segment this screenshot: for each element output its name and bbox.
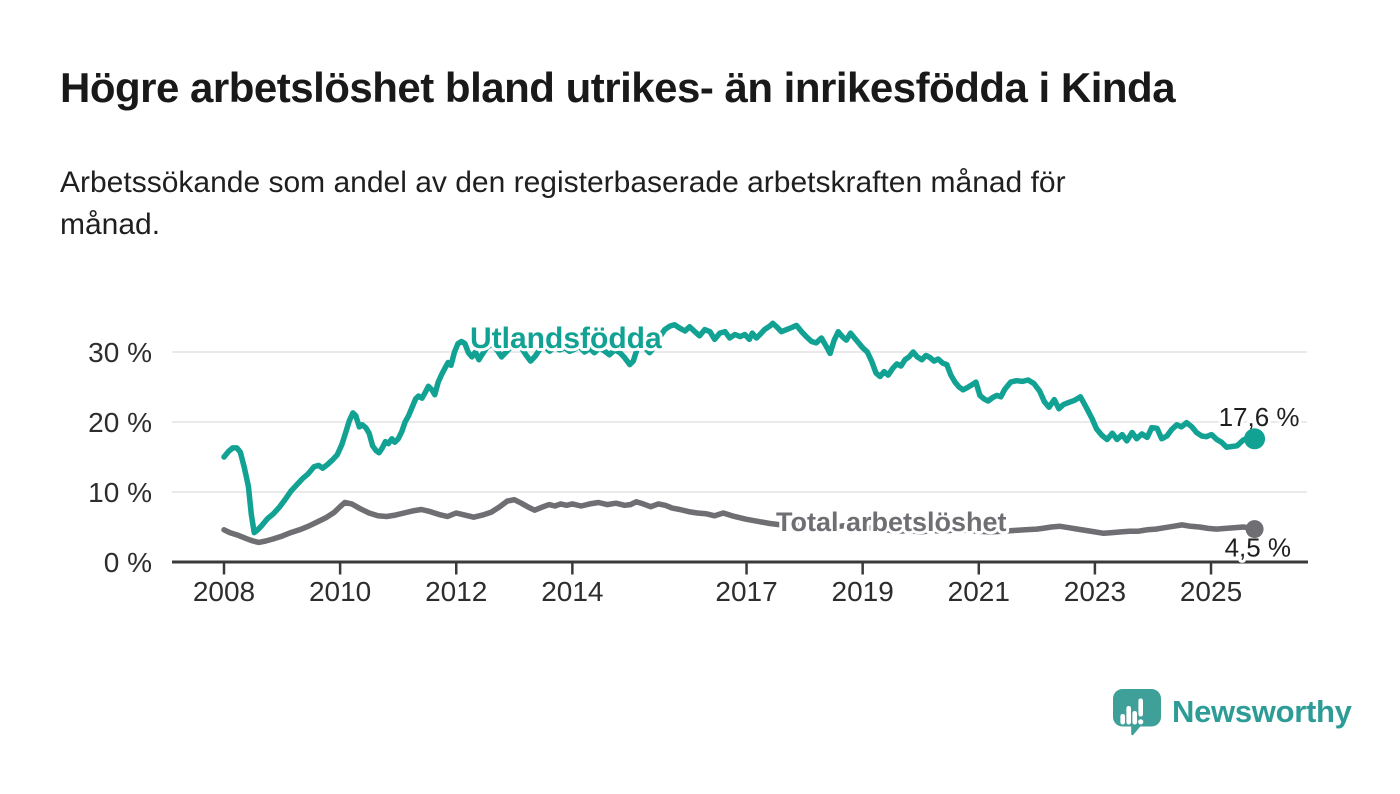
newsworthy-logo-icon [1113, 688, 1161, 735]
bar-1 [1120, 713, 1125, 724]
exclamation-dot [1138, 718, 1144, 724]
subtitle-line-1: Arbetssökande som andel av den registerb… [60, 166, 1066, 199]
bar-2 [1126, 705, 1131, 724]
chart-subtitle: Arbetssökande som andel av den registerb… [60, 162, 1280, 246]
subtitle-line-2: månad. [60, 208, 161, 241]
series-line-total-arbetsl-shet [221, 496, 1258, 546]
page-title: Högre arbetslöshet bland utrikes- än inr… [60, 64, 1176, 111]
x-tick-label: 2008 [193, 576, 255, 607]
x-tick-label: 2023 [1064, 576, 1126, 607]
bar-3 [1132, 710, 1137, 724]
speech-bubble-shape [1113, 688, 1161, 735]
series-label-utlandsf-dda: Utlandsfödda [470, 322, 662, 355]
x-tick-label: 2014 [541, 576, 603, 607]
y-tick-label: 20 % [88, 407, 152, 438]
x-tick-label: 2017 [715, 576, 777, 607]
y-tick-label: 10 % [88, 477, 152, 508]
y-tick-label: 0 % [104, 547, 152, 578]
exclamation-bar [1138, 698, 1143, 716]
x-tick-label: 2010 [309, 576, 371, 607]
x-tick-label: 2025 [1180, 576, 1242, 607]
newsworthy-logo: Newsworthy [1112, 686, 1352, 738]
x-tick-label: 2021 [948, 576, 1010, 607]
x-tick-label: 2019 [832, 576, 894, 607]
end-value-label-utlandsf-dda: 17,6 % [1219, 402, 1300, 432]
series-line-utlandsf-dda [221, 320, 1258, 536]
series-label-total-arbetsl-shet: Total arbetslöshet [776, 507, 1007, 537]
series-end-dot-utlandsf-dda [1244, 428, 1266, 450]
series-end-dot-total-arbetsl-shet [1245, 520, 1264, 539]
x-tick-label: 2012 [425, 576, 487, 607]
y-tick-label: 30 % [88, 337, 152, 368]
newsworthy-wordmark: Newsworthy [1172, 694, 1352, 729]
